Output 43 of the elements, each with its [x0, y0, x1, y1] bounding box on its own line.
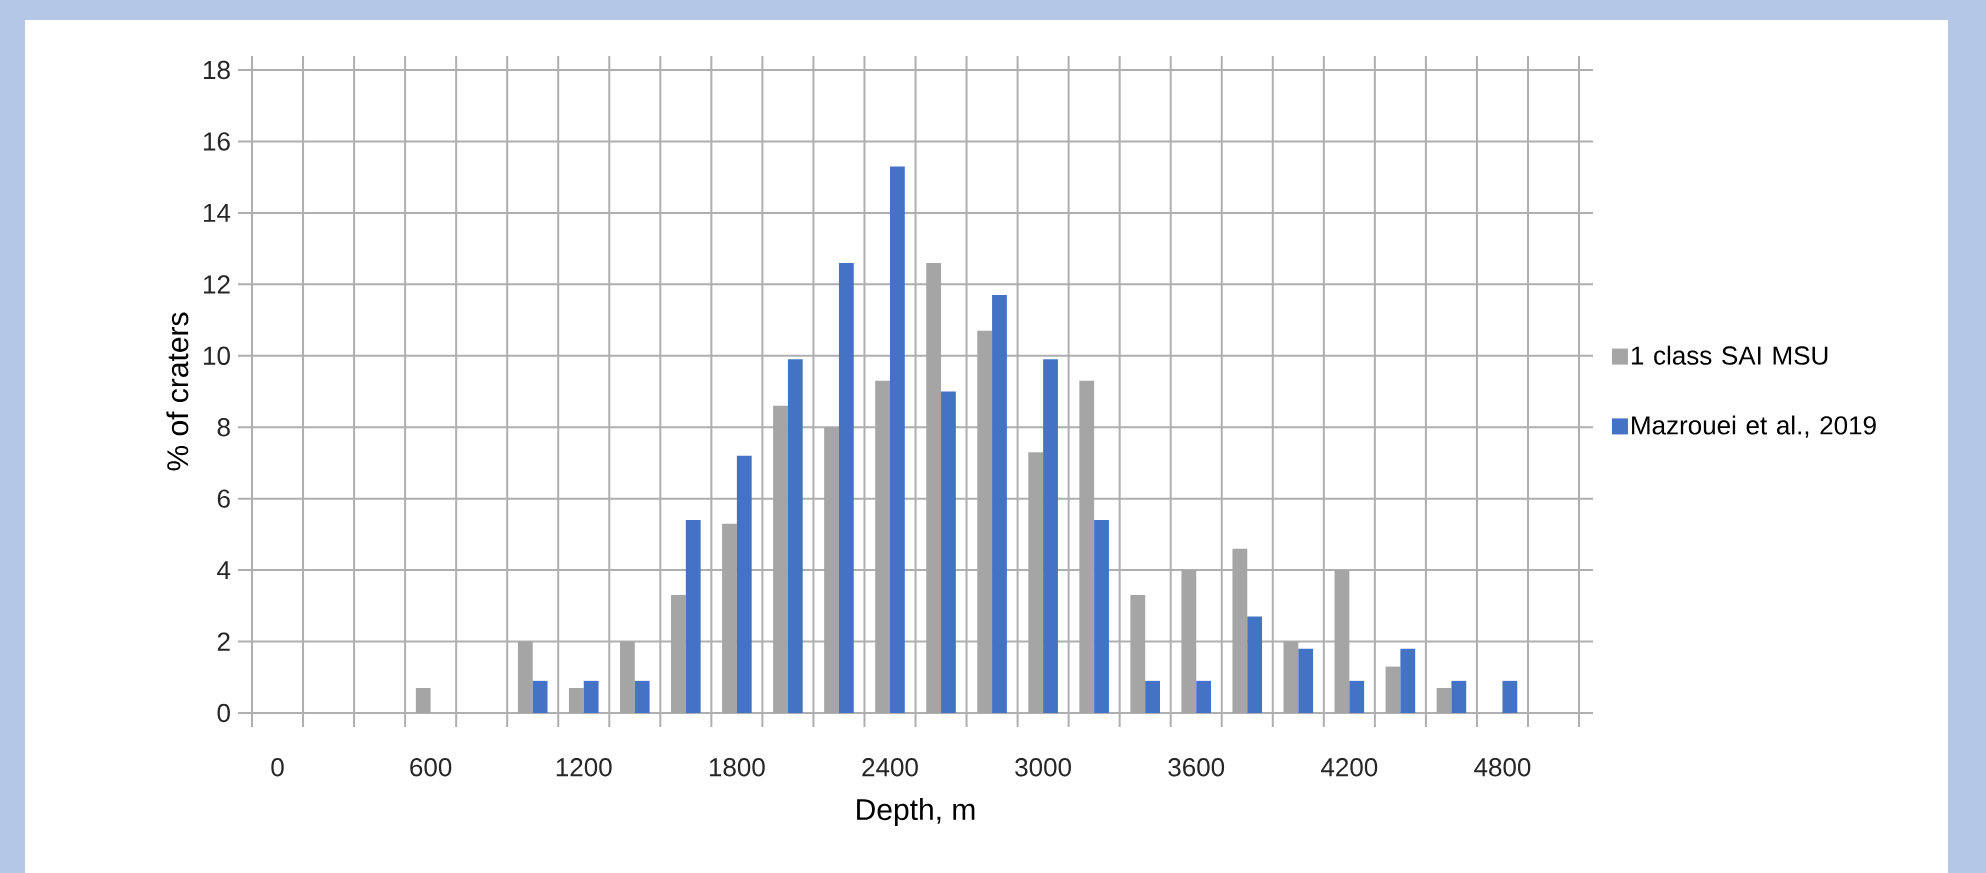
- x-tick-label: 4800: [1474, 758, 1531, 777]
- bar: [1400, 648, 1416, 713]
- y-tick-label: 18: [204, 60, 230, 80]
- y-tick-label: 10: [204, 346, 230, 365]
- x-tick-label: 3600: [1168, 758, 1225, 777]
- bar: [1094, 520, 1109, 713]
- x-axis-title: Depth, m: [857, 798, 975, 827]
- bar: [889, 166, 905, 713]
- bar: [736, 455, 752, 713]
- legend-label: Mazrouei et al., 2019: [1632, 415, 1876, 438]
- bar: [1196, 680, 1212, 713]
- bar: [1451, 680, 1467, 713]
- y-tick-label: 16: [204, 132, 230, 151]
- y-tick-label: 0: [217, 703, 230, 723]
- x-tick-label: 0: [271, 758, 284, 777]
- x-tick-label: 2400: [862, 758, 918, 777]
- bar: [838, 262, 854, 713]
- legend-label: 1 class SAI MSU: [1631, 345, 1828, 365]
- bar: [583, 680, 599, 713]
- bar: [1247, 616, 1263, 713]
- bar: [1502, 680, 1518, 713]
- y-axis-title: % of craters: [166, 312, 189, 471]
- y-tick-label: 2: [217, 632, 230, 651]
- x-tick-label: 1200: [556, 758, 612, 777]
- bar: [1145, 680, 1160, 713]
- x-tick-label: 4200: [1321, 758, 1378, 777]
- bar: [1043, 359, 1058, 713]
- bar: [941, 391, 956, 713]
- bar: [532, 680, 548, 713]
- bar: [787, 359, 803, 713]
- x-tick-label: 1800: [709, 758, 765, 777]
- y-tick-label: 8: [217, 418, 230, 437]
- y-tick-label: 12: [204, 275, 230, 294]
- bar: [634, 680, 650, 713]
- bar: [1349, 680, 1365, 713]
- y-tick-label: 14: [204, 203, 231, 222]
- x-tick-label: 3000: [1015, 758, 1071, 777]
- bar: [992, 295, 1007, 713]
- y-tick-label: 6: [217, 489, 230, 508]
- bar: [1298, 648, 1314, 713]
- y-tick-label: 4: [217, 561, 231, 580]
- bar: [685, 520, 701, 713]
- x-tick-label: 600: [410, 758, 452, 777]
